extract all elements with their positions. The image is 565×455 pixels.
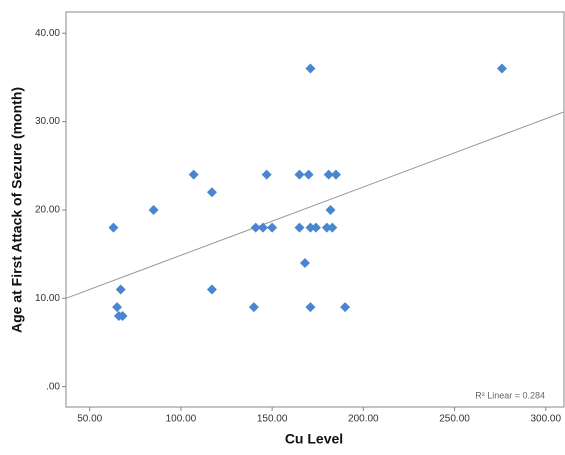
point [188, 169, 199, 180]
x-tick-label: 300.00 [530, 414, 561, 425]
y-tick-label: 40.00 [35, 28, 60, 39]
point [206, 187, 217, 198]
point [330, 169, 341, 180]
point [248, 302, 259, 313]
point [340, 302, 351, 313]
y-tick-label: .00 [46, 381, 60, 392]
point [327, 222, 338, 233]
y-tick-label: 30.00 [35, 116, 60, 127]
point [267, 222, 278, 233]
x-tick-label: 150.00 [257, 414, 288, 425]
point [294, 169, 305, 180]
r2-annotation: R² Linear = 0.284 [475, 390, 545, 400]
x-tick-label: 100.00 [166, 414, 197, 425]
x-tick-label: 200.00 [348, 414, 379, 425]
point [325, 204, 336, 215]
plot-frame [65, 11, 565, 408]
point [206, 284, 217, 295]
point [261, 169, 272, 180]
point [250, 222, 261, 233]
fit-line [65, 111, 565, 299]
y-tick-label: 10.00 [35, 293, 60, 304]
point [258, 222, 269, 233]
point [115, 284, 126, 295]
point [305, 302, 316, 313]
point [321, 222, 332, 233]
point [310, 222, 321, 233]
point [299, 257, 310, 268]
y-axis-title: Age at First Attack of Sezure (month) [9, 87, 25, 333]
x-tick-label: 50.00 [77, 414, 102, 425]
point [305, 63, 316, 74]
point [148, 204, 159, 215]
point [294, 222, 305, 233]
y-tick-label: 20.00 [35, 205, 60, 216]
point [303, 169, 314, 180]
point [323, 169, 334, 180]
point [117, 310, 128, 321]
point [108, 222, 119, 233]
point [112, 302, 123, 313]
point [496, 63, 507, 74]
x-tick-label: 250.00 [439, 414, 470, 425]
x-axis-title: Cu Level [285, 431, 343, 447]
point [305, 222, 316, 233]
